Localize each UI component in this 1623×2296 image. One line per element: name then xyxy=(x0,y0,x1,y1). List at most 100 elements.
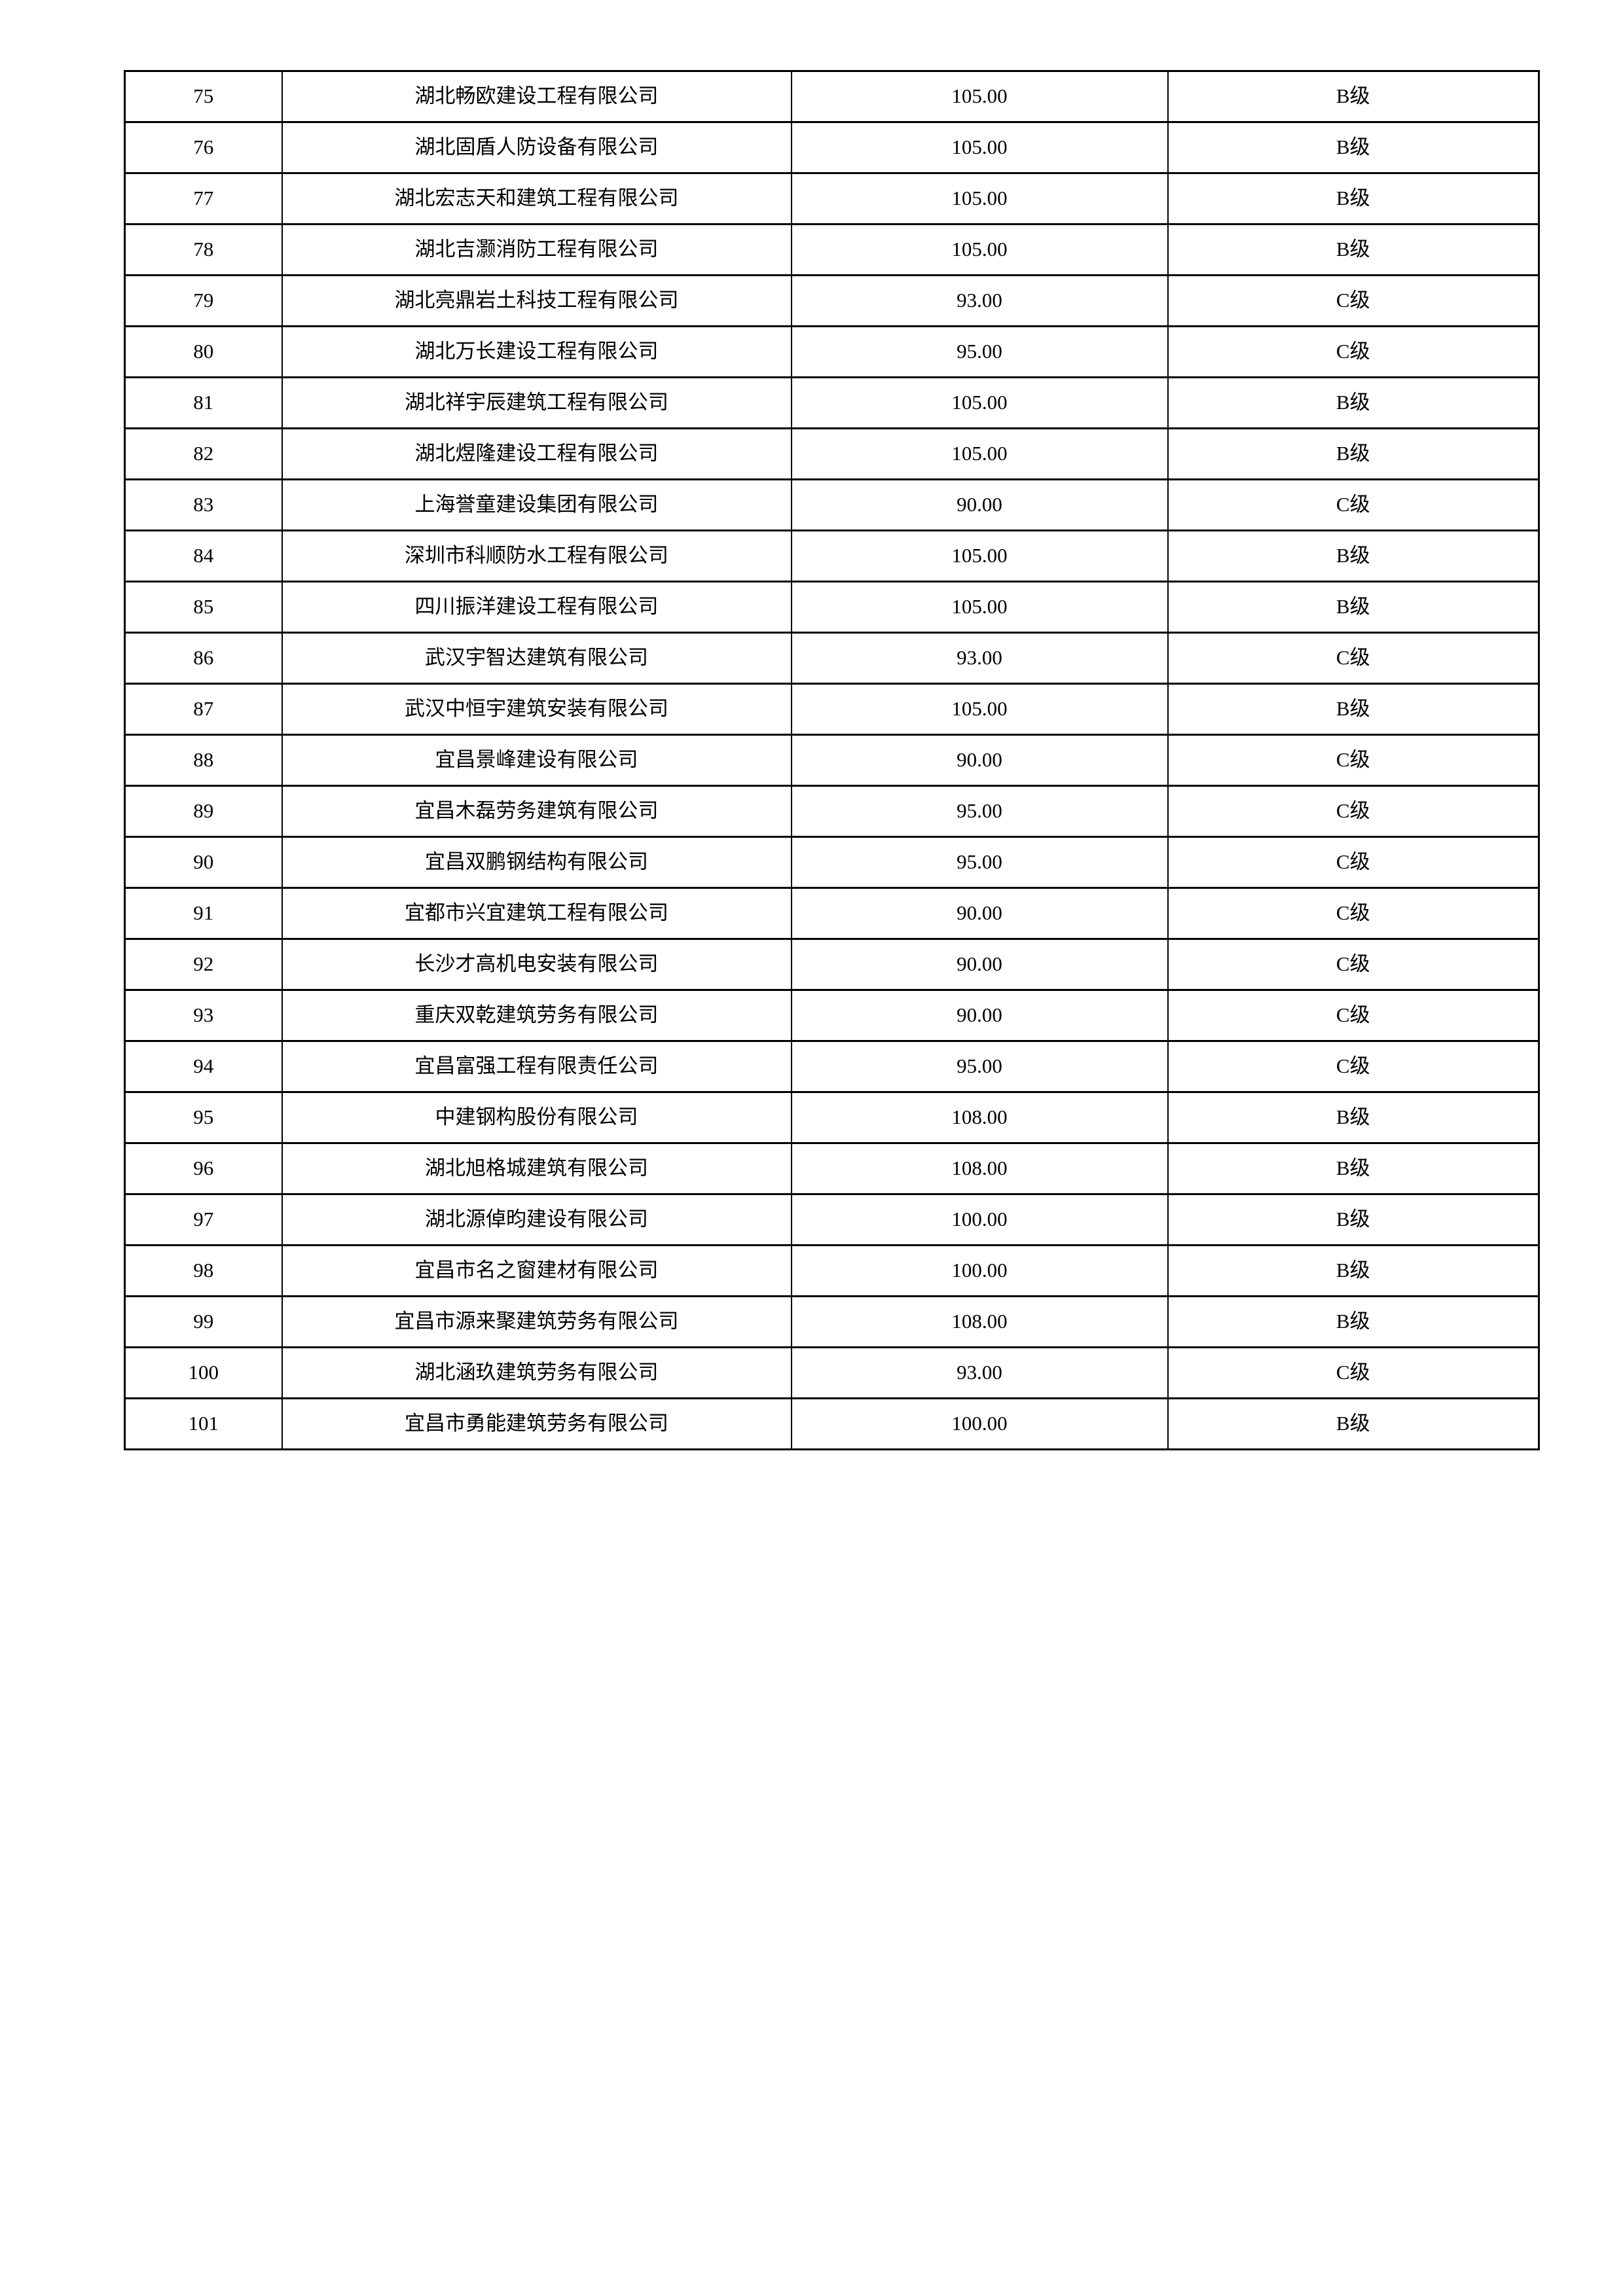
score-cell: 93.00 xyxy=(790,1346,1169,1399)
row-number-cell: 87 xyxy=(124,683,283,736)
score-cell: 105.00 xyxy=(790,223,1169,276)
grade-cell: B级 xyxy=(1167,121,1540,174)
score-cell: 90.00 xyxy=(790,478,1169,531)
row-number-cell: 101 xyxy=(124,1397,283,1450)
table-row: 75 湖北畅欧建设工程有限公司 105.00 B级 xyxy=(124,70,1540,123)
grade-cell: C级 xyxy=(1167,274,1540,327)
company-name-cell: 中建钢构股份有限公司 xyxy=(281,1091,792,1144)
score-cell: 95.00 xyxy=(790,836,1169,889)
company-name-cell: 宜昌市勇能建筑劳务有限公司 xyxy=(281,1397,792,1450)
row-number-cell: 81 xyxy=(124,376,283,429)
row-number-cell: 95 xyxy=(124,1091,283,1144)
score-cell: 90.00 xyxy=(790,989,1169,1042)
company-name-cell: 湖北源倬昀建设有限公司 xyxy=(281,1193,792,1246)
company-name-cell: 湖北畅欧建设工程有限公司 xyxy=(281,70,792,123)
score-cell: 105.00 xyxy=(790,581,1169,634)
row-number-cell: 99 xyxy=(124,1295,283,1348)
score-cell: 105.00 xyxy=(790,427,1169,480)
grade-cell: B级 xyxy=(1167,1295,1540,1348)
grade-cell: C级 xyxy=(1167,836,1540,889)
row-number-cell: 100 xyxy=(124,1346,283,1399)
score-cell: 108.00 xyxy=(790,1142,1169,1195)
table-row: 94 宜昌富强工程有限责任公司 95.00 C级 xyxy=(124,1040,1540,1093)
table-row: 96 湖北旭格城建筑有限公司 108.00 B级 xyxy=(124,1142,1540,1195)
company-name-cell: 深圳市科顺防水工程有限公司 xyxy=(281,529,792,583)
row-number-cell: 85 xyxy=(124,581,283,634)
grade-cell: B级 xyxy=(1167,376,1540,429)
row-number-cell: 96 xyxy=(124,1142,283,1195)
grade-cell: C级 xyxy=(1167,632,1540,685)
table-row: 101 宜昌市勇能建筑劳务有限公司 100.00 B级 xyxy=(124,1397,1540,1450)
row-number-cell: 89 xyxy=(124,785,283,838)
company-name-cell: 上海誉童建设集团有限公司 xyxy=(281,478,792,531)
row-number-cell: 91 xyxy=(124,887,283,940)
row-number-cell: 76 xyxy=(124,121,283,174)
table-row: 81 湖北祥宇辰建筑工程有限公司 105.00 B级 xyxy=(124,376,1540,429)
company-name-cell: 湖北亮鼎岩土科技工程有限公司 xyxy=(281,274,792,327)
grade-cell: B级 xyxy=(1167,1091,1540,1144)
company-name-cell: 湖北旭格城建筑有限公司 xyxy=(281,1142,792,1195)
rating-table-body: 75 湖北畅欧建设工程有限公司 105.00 B级 76 湖北固盾人防设备有限公司 105.… xyxy=(124,70,1540,1450)
grade-cell: B级 xyxy=(1167,683,1540,736)
grade-cell: B级 xyxy=(1167,223,1540,276)
table-row: 95 中建钢构股份有限公司 108.00 B级 xyxy=(124,1091,1540,1144)
row-number-cell: 90 xyxy=(124,836,283,889)
row-number-cell: 97 xyxy=(124,1193,283,1246)
grade-cell: C级 xyxy=(1167,989,1540,1042)
company-name-cell: 重庆双乾建筑劳务有限公司 xyxy=(281,989,792,1042)
table-row: 89 宜昌木磊劳务建筑有限公司 95.00 C级 xyxy=(124,785,1540,838)
grade-cell: C级 xyxy=(1167,1040,1540,1093)
row-number-cell: 86 xyxy=(124,632,283,685)
table-row: 78 湖北吉灏消防工程有限公司 105.00 B级 xyxy=(124,223,1540,276)
table-row: 91 宜都市兴宜建筑工程有限公司 90.00 C级 xyxy=(124,887,1540,940)
table-row: 87 武汉中恒宇建筑安装有限公司 105.00 B级 xyxy=(124,683,1540,736)
company-name-cell: 宜昌市源来聚建筑劳务有限公司 xyxy=(281,1295,792,1348)
grade-cell: C级 xyxy=(1167,785,1540,838)
company-name-cell: 湖北万长建设工程有限公司 xyxy=(281,325,792,378)
company-name-cell: 四川振洋建设工程有限公司 xyxy=(281,581,792,634)
row-number-cell: 88 xyxy=(124,734,283,787)
table-row: 83 上海誉童建设集团有限公司 90.00 C级 xyxy=(124,478,1540,531)
score-cell: 108.00 xyxy=(790,1091,1169,1144)
grade-cell: B级 xyxy=(1167,1142,1540,1195)
table-row: 79 湖北亮鼎岩土科技工程有限公司 93.00 C级 xyxy=(124,274,1540,327)
score-cell: 100.00 xyxy=(790,1397,1169,1450)
table-row: 90 宜昌双鹏钢结构有限公司 95.00 C级 xyxy=(124,836,1540,889)
row-number-cell: 92 xyxy=(124,938,283,991)
company-name-cell: 宜昌景峰建设有限公司 xyxy=(281,734,792,787)
score-cell: 105.00 xyxy=(790,376,1169,429)
grade-cell: C级 xyxy=(1167,938,1540,991)
table-row: 92 长沙才高机电安装有限公司 90.00 C级 xyxy=(124,938,1540,991)
company-name-cell: 湖北吉灏消防工程有限公司 xyxy=(281,223,792,276)
row-number-cell: 98 xyxy=(124,1244,283,1297)
row-number-cell: 77 xyxy=(124,172,283,225)
company-name-cell: 武汉宇智达建筑有限公司 xyxy=(281,632,792,685)
table-row: 77 湖北宏志天和建筑工程有限公司 105.00 B级 xyxy=(124,172,1540,225)
table-row: 82 湖北煜隆建设工程有限公司 105.00 B级 xyxy=(124,427,1540,480)
grade-cell: B级 xyxy=(1167,427,1540,480)
row-number-cell: 78 xyxy=(124,223,283,276)
score-cell: 105.00 xyxy=(790,172,1169,225)
score-cell: 100.00 xyxy=(790,1193,1169,1246)
company-name-cell: 宜都市兴宜建筑工程有限公司 xyxy=(281,887,792,940)
grade-cell: B级 xyxy=(1167,529,1540,583)
row-number-cell: 75 xyxy=(124,70,283,123)
table-row: 88 宜昌景峰建设有限公司 90.00 C级 xyxy=(124,734,1540,787)
grade-cell: B级 xyxy=(1167,1397,1540,1450)
score-cell: 95.00 xyxy=(790,325,1169,378)
grade-cell: B级 xyxy=(1167,1193,1540,1246)
grade-cell: C级 xyxy=(1167,1346,1540,1399)
table-row: 97 湖北源倬昀建设有限公司 100.00 B级 xyxy=(124,1193,1540,1246)
table-row: 99 宜昌市源来聚建筑劳务有限公司 108.00 B级 xyxy=(124,1295,1540,1348)
row-number-cell: 79 xyxy=(124,274,283,327)
company-name-cell: 宜昌富强工程有限责任公司 xyxy=(281,1040,792,1093)
table-row: 98 宜昌市名之窗建材有限公司 100.00 B级 xyxy=(124,1244,1540,1297)
grade-cell: B级 xyxy=(1167,581,1540,634)
row-number-cell: 80 xyxy=(124,325,283,378)
score-cell: 105.00 xyxy=(790,121,1169,174)
table-row: 80 湖北万长建设工程有限公司 95.00 C级 xyxy=(124,325,1540,378)
company-name-cell: 武汉中恒宇建筑安装有限公司 xyxy=(281,683,792,736)
score-cell: 95.00 xyxy=(790,785,1169,838)
table-row: 93 重庆双乾建筑劳务有限公司 90.00 C级 xyxy=(124,989,1540,1042)
